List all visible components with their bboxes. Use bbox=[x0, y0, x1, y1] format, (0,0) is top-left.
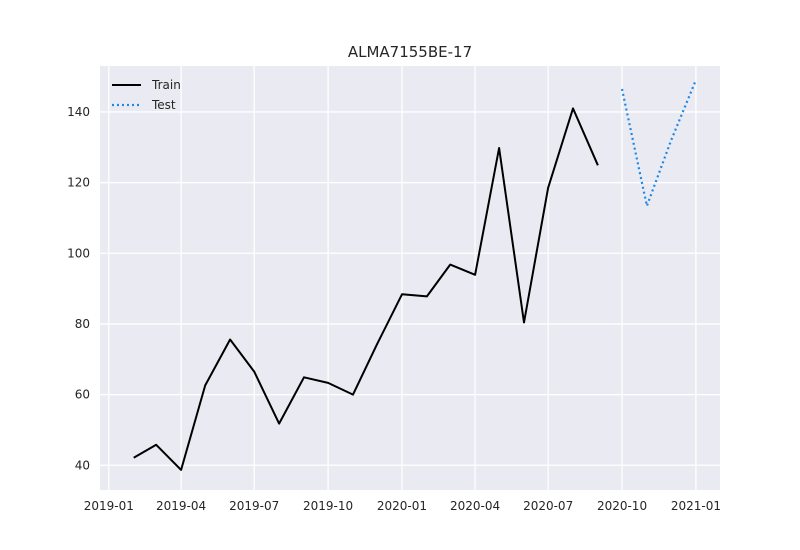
y-tick-label: 40 bbox=[75, 458, 90, 472]
x-tick-label: 2019-04 bbox=[156, 499, 206, 513]
x-tick-label: 2020-01 bbox=[377, 499, 427, 513]
x-tick-label: 2021-01 bbox=[671, 499, 721, 513]
x-tick-label: 2020-10 bbox=[597, 499, 647, 513]
legend-label-test: Test bbox=[151, 98, 176, 112]
x-tick-label: 2019-01 bbox=[84, 499, 134, 513]
x-axis-ticks: 2019-01 2019-04 2019-07 2019-10 2020-01 2020-… bbox=[84, 499, 721, 513]
legend: Train Test bbox=[112, 78, 181, 112]
plot-area bbox=[100, 66, 720, 490]
y-tick-label: 100 bbox=[67, 246, 90, 260]
series-line-test bbox=[620, 79, 697, 207]
series-line-train bbox=[133, 107, 599, 471]
grid bbox=[100, 66, 720, 490]
series-layer bbox=[133, 79, 697, 471]
x-tick-label: 2019-07 bbox=[229, 499, 279, 513]
legend-label-train: Train bbox=[151, 78, 181, 92]
y-axis-ticks: 40 60 80 100 120 140 bbox=[67, 105, 90, 472]
y-tick-label: 120 bbox=[67, 176, 90, 190]
chart-title: ALMA7155BE-17 bbox=[348, 43, 472, 61]
x-tick-label: 2019-10 bbox=[303, 499, 353, 513]
y-tick-label: 60 bbox=[75, 388, 90, 402]
x-tick-label: 2020-07 bbox=[523, 499, 573, 513]
y-tick-label: 140 bbox=[67, 105, 90, 119]
y-tick-label: 80 bbox=[75, 317, 90, 331]
x-tick-label: 2020-04 bbox=[450, 499, 500, 513]
